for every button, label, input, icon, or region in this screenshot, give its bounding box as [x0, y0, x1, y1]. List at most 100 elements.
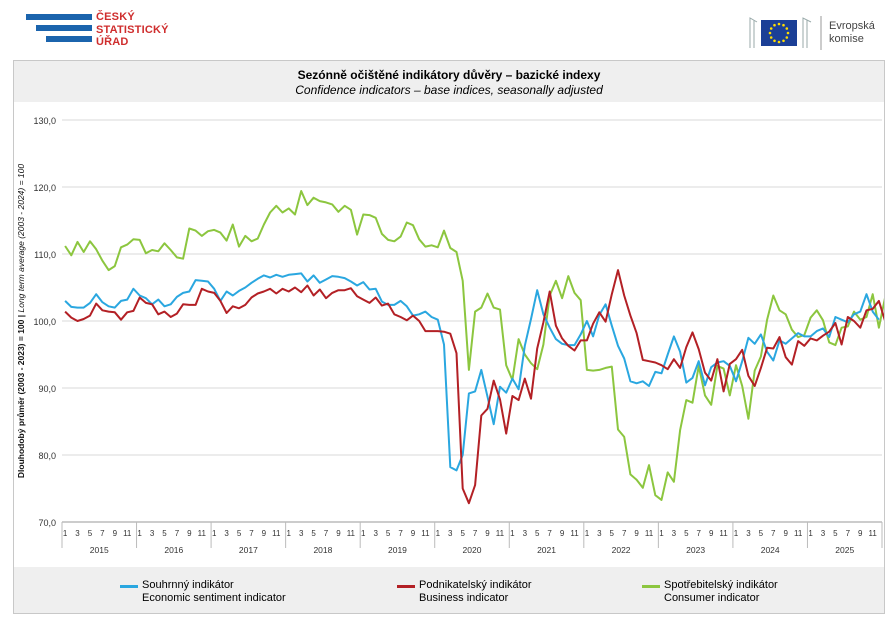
month-tick-label: 11	[570, 529, 579, 538]
month-tick-label: 5	[386, 529, 391, 538]
year-label: 2017	[239, 545, 258, 555]
month-tick-label: 5	[684, 529, 689, 538]
eu-star	[769, 36, 773, 39]
line-chart: 70,0 80,0 90,0 100,0 110,0 120,0 130,0 Dlouhodo…	[16, 116, 884, 555]
series-line-economic	[64, 272, 880, 472]
chart-subtitle: Confidence indicators – base indices, se…	[295, 83, 603, 97]
eu-logo-text: Evropská komise	[829, 20, 875, 46]
month-tick-label: 3	[448, 529, 453, 538]
eu-star	[785, 27, 789, 30]
month-tick-label: 5	[311, 529, 316, 538]
month-tick-label: 1	[659, 529, 664, 538]
year-label: 2021	[537, 545, 556, 555]
month-tick-label: 1	[585, 529, 590, 538]
legend-label-business-en: Business indicator	[419, 592, 509, 604]
eu-star	[785, 36, 789, 39]
y-tick-label: 80,0	[38, 451, 56, 461]
eu-logo-line-1: Evropská	[829, 20, 875, 32]
month-tick-label: 11	[719, 529, 728, 538]
month-tick-label: 7	[771, 529, 776, 538]
year-label: 2015	[90, 545, 109, 555]
month-tick-label: 5	[535, 529, 540, 538]
month-tick-label: 1	[734, 529, 739, 538]
y-tick-label: 90,0	[38, 384, 56, 394]
legend-item-consumer: Spotřebitelský indikátor Consumer indica…	[642, 579, 778, 605]
month-tick-label: 3	[746, 529, 751, 538]
czso-logo: ČESKÝ STATISTICKÝ ÚŘAD	[26, 11, 176, 52]
czso-logo-line-3: ÚŘAD	[96, 36, 129, 48]
legend-label-consumer-en: Consumer indicator	[664, 592, 760, 604]
month-tick-label: 11	[794, 529, 803, 538]
month-tick-label: 3	[150, 529, 155, 538]
month-tick-label: 1	[63, 529, 68, 538]
month-tick-label: 9	[411, 529, 416, 538]
czso-logo-line-2: STATISTICKÝ	[96, 23, 169, 36]
y-tick-label: 130,0	[33, 116, 56, 126]
eu-commission-logo: Evropská komise	[745, 8, 885, 50]
legend-swatch-economic	[120, 585, 138, 588]
czso-logo-line-1: ČESKÝ	[96, 11, 135, 23]
month-tick-label: 5	[610, 529, 615, 538]
year-label: 2022	[612, 545, 631, 555]
month-tick-label: 1	[808, 529, 813, 538]
month-tick-label: 3	[75, 529, 80, 538]
eu-star	[777, 22, 781, 26]
legend: Souhrnný indikátor Economic sentiment in…	[14, 567, 884, 613]
series-line-consumer	[64, 190, 884, 501]
eu-star	[773, 39, 776, 43]
month-tick-label: 11	[272, 529, 281, 538]
month-tick-label: 5	[162, 529, 167, 538]
month-tick-label: 7	[846, 529, 851, 538]
title-band: Sezónně očištěné indikátory důvěry – baz…	[14, 61, 884, 102]
month-tick-label: 11	[198, 529, 207, 538]
month-tick-label: 7	[622, 529, 627, 538]
month-tick-label: 9	[709, 529, 714, 538]
year-label: 2019	[388, 545, 407, 555]
month-tick-label: 1	[436, 529, 441, 538]
month-tick-label: 1	[212, 529, 217, 538]
legend-label-economic-en: Economic sentiment indicator	[142, 592, 286, 604]
month-tick-label: 5	[460, 529, 465, 538]
month-tick-label: 9	[634, 529, 639, 538]
legend-swatch-business	[397, 585, 415, 588]
legend-label-business: Podnikatelský indikátor	[419, 579, 532, 591]
eu-star	[782, 39, 785, 43]
chart-panel: Sezónně očištěné indikátory důvěry – baz…	[13, 60, 885, 614]
month-tick-label: 9	[113, 529, 118, 538]
eu-star	[773, 23, 776, 27]
eu-emblem-icon	[749, 16, 822, 50]
year-label: 2020	[463, 545, 482, 555]
legend-label-consumer: Spotřebitelský indikátor	[664, 579, 778, 591]
month-tick-label: 5	[88, 529, 93, 538]
y-tick-label: 120,0	[33, 183, 56, 193]
year-label: 2024	[761, 545, 780, 555]
month-tick-label: 5	[759, 529, 764, 538]
y-tick-label: 100,0	[33, 317, 56, 327]
month-tick-label: 3	[523, 529, 528, 538]
eu-star	[768, 31, 772, 35]
month-tick-label: 9	[336, 529, 341, 538]
year-label: 2018	[313, 545, 332, 555]
month-tick-label: 7	[249, 529, 254, 538]
month-tick-label: 11	[421, 529, 430, 538]
year-label: 2025	[835, 545, 854, 555]
month-tick-label: 5	[833, 529, 838, 538]
month-tick-label: 9	[262, 529, 267, 538]
chart-title: Sezónně očištěné indikátory důvěry – baz…	[297, 68, 601, 82]
month-tick-label: 11	[645, 529, 654, 538]
y-axis-label: Dlouhodobý průměr (2003 - 2023) = 100 | …	[16, 164, 26, 478]
month-tick-label: 7	[473, 529, 478, 538]
czso-logo-text: ČESKÝ STATISTICKÝ ÚŘAD	[96, 11, 169, 49]
month-tick-label: 7	[324, 529, 329, 538]
y-tick-label: 110,0	[34, 250, 56, 260]
month-tick-label: 3	[299, 529, 304, 538]
month-tick-label: 9	[187, 529, 192, 538]
month-tick-label: 3	[672, 529, 677, 538]
month-tick-label: 11	[347, 529, 356, 538]
legend-swatch-consumer	[642, 585, 660, 588]
month-tick-label: 3	[224, 529, 229, 538]
month-tick-label: 11	[869, 529, 878, 538]
month-tick-label: 1	[510, 529, 515, 538]
month-tick-label: 5	[237, 529, 242, 538]
month-tick-label: 9	[783, 529, 788, 538]
